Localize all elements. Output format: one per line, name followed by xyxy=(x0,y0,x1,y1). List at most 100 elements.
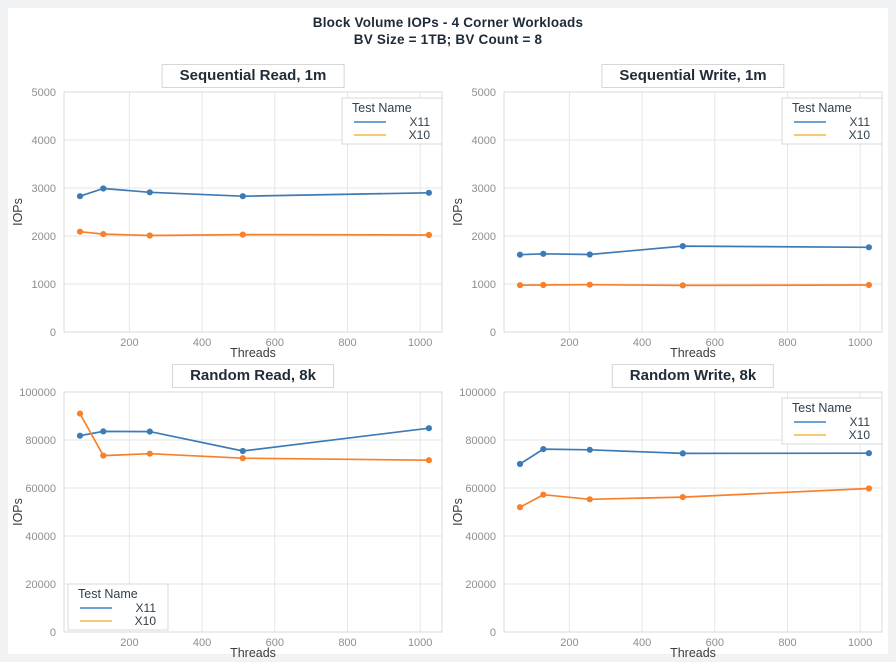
legend-label-x10: X10 xyxy=(849,128,871,142)
series-point-x10 xyxy=(865,485,872,492)
series-point-x11 xyxy=(239,447,246,455)
series-line-x10 xyxy=(519,283,869,287)
series-point-x10 xyxy=(586,281,593,288)
legend-label-x11: X11 xyxy=(850,415,871,429)
chart-grid: Sequential Read, 1m 0 1000 2000 3000 4000 500… xyxy=(8,58,888,658)
plot-random-write-8k: 0 20000 40000 60000 80000 100000 200 400 600 800 1… xyxy=(451,387,883,658)
y-tick-label: 2000 xyxy=(32,231,56,243)
subplot-title-box: Random Write, 8k xyxy=(611,364,775,388)
series-point-x11 xyxy=(100,185,107,192)
subplot-title: Sequential Write, 1m xyxy=(619,67,767,84)
series-point-x11 xyxy=(76,432,84,439)
y-axis-label: IOPs xyxy=(451,198,465,226)
x-tick-label: 400 xyxy=(633,637,651,649)
subplot-title-box: Sequential Read, 1m xyxy=(161,64,345,88)
series-point-x10 xyxy=(540,281,547,289)
plot-border xyxy=(63,391,443,633)
series-point-x11 xyxy=(100,428,107,435)
legend-title: Test Name xyxy=(352,101,412,115)
subplot-title: Random Write, 8k xyxy=(629,367,757,384)
y-tick-label: 0 xyxy=(490,327,496,339)
series-point-x11 xyxy=(425,189,432,196)
plot-random-read-8k: 0 20000 40000 60000 80000 100000 200 400 600 800 1… xyxy=(11,387,443,658)
plot-border xyxy=(63,91,443,333)
series-point-x11 xyxy=(679,450,686,457)
legend-label-x11: X11 xyxy=(136,601,157,615)
x-tick-label: 200 xyxy=(560,637,578,649)
legend-label-x11: X11 xyxy=(850,115,871,129)
x-tick-label: 400 xyxy=(193,637,211,649)
subplot-sequential-read-1m: Sequential Read, 1m 0 1000 2000 3000 4000 500… xyxy=(8,58,448,358)
series-point-x10 xyxy=(76,410,84,417)
y-tick-label: 2000 xyxy=(472,231,496,243)
series-point-x10 xyxy=(146,232,153,239)
plot-border xyxy=(503,391,883,633)
series-point-x10 xyxy=(100,231,107,238)
series-point-x10 xyxy=(239,455,246,462)
series-point-x11 xyxy=(865,450,872,457)
x-tick-label: 800 xyxy=(778,637,796,649)
series-point-x11 xyxy=(516,460,524,468)
y-tick-label: 60000 xyxy=(465,483,496,495)
main-title-line2: BV Size = 1TB; BV Count = 8 xyxy=(353,32,543,47)
x-tick-label: 800 xyxy=(338,337,356,349)
series-point-x11 xyxy=(540,446,547,453)
y-tick-label: 1000 xyxy=(32,279,56,291)
series-point-x11 xyxy=(76,193,84,200)
legend-title: Test Name xyxy=(792,401,852,415)
series-point-x11 xyxy=(586,251,593,258)
series-point-x10 xyxy=(679,494,686,501)
series-point-x11 xyxy=(865,244,872,251)
subplot-random-read-8k: Random Read, 8k 0 20000 40000 60000 80000 100… xyxy=(8,358,448,658)
y-tick-label: 20000 xyxy=(465,579,496,591)
x-tick-label: 800 xyxy=(338,637,356,649)
x-tick-label: 200 xyxy=(560,337,578,349)
y-axis-label: IOPs xyxy=(11,198,25,226)
x-tick-label: 600 xyxy=(266,637,284,649)
figure: Block Volume IOPs - 4 Corner Workloads B… xyxy=(8,8,888,658)
plot-sequential-read-1m: 0 1000 2000 3000 4000 5000 200 400 600 800 1000 Thr… xyxy=(11,87,443,358)
subplot-random-write-8k: Random Write, 8k 0 20000 40000 60000 80000 10… xyxy=(448,358,888,658)
series-point-x11 xyxy=(425,425,432,432)
y-tick-label: 20000 xyxy=(25,579,56,591)
y-tick-label: 60000 xyxy=(25,483,56,495)
legend-title: Test Name xyxy=(792,101,852,115)
plot-border xyxy=(503,91,883,333)
plot-sequential-write-1m: 0 1000 2000 3000 4000 5000 200 400 600 800 1000 Thr… xyxy=(451,87,883,358)
legend-label-x10: X10 xyxy=(849,428,871,442)
series-point-x10 xyxy=(679,282,686,289)
y-tick-label: 0 xyxy=(490,627,496,639)
y-tick-label: 40000 xyxy=(465,531,496,543)
series-point-x10 xyxy=(516,282,524,289)
y-axis-label: IOPs xyxy=(451,498,465,526)
y-tick-label: 80000 xyxy=(25,435,56,447)
y-tick-label: 100000 xyxy=(459,387,496,399)
series-point-x10 xyxy=(425,231,432,239)
subplot-title-box: Sequential Write, 1m xyxy=(601,64,785,88)
series-point-x11 xyxy=(146,428,153,435)
y-tick-label: 100000 xyxy=(19,387,56,399)
y-tick-label: 80000 xyxy=(465,435,496,447)
y-tick-label: 3000 xyxy=(32,183,56,195)
y-tick-label: 3000 xyxy=(472,183,496,195)
x-axis-label: Threads xyxy=(670,646,716,658)
y-tick-label: 4000 xyxy=(32,135,56,147)
legend-box xyxy=(341,97,443,145)
series-point-x10 xyxy=(516,504,524,511)
series-point-x11 xyxy=(239,193,246,200)
legend-title: Test Name xyxy=(78,587,138,601)
series-point-x10 xyxy=(146,450,153,457)
legend-label-x11: X11 xyxy=(410,115,431,129)
y-axis-label: IOPs xyxy=(11,498,25,526)
y-tick-label: 5000 xyxy=(32,87,56,99)
legend-label-x10: X10 xyxy=(409,128,431,142)
series-point-x10 xyxy=(586,496,593,503)
series-point-x10 xyxy=(239,231,246,238)
series-point-x11 xyxy=(146,189,153,196)
series-point-x11 xyxy=(540,250,547,257)
main-title-line1: Block Volume IOPs - 4 Corner Workloads xyxy=(312,15,584,30)
subplot-title-box: Random Read, 8k xyxy=(172,364,334,388)
x-tick-label: 600 xyxy=(706,337,724,349)
x-tick-label: 600 xyxy=(266,337,284,349)
main-title: Block Volume IOPs - 4 Corner Workloads B… xyxy=(8,8,888,58)
